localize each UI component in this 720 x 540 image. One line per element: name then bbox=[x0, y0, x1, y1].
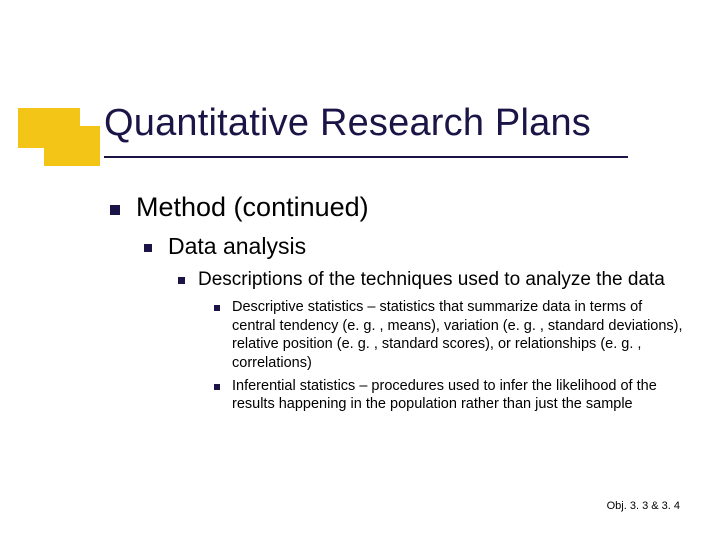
bullet-l4a-text: Descriptive statistics – statistics that… bbox=[232, 299, 683, 371]
title-row: Quantitative Research Plans bbox=[104, 102, 591, 145]
bullet-l1-text: Method (continued) bbox=[136, 192, 369, 222]
bullet-l4b-text: Inferential statistics – procedures used… bbox=[232, 378, 657, 413]
bullet-l4b: Inferential statistics – procedures used… bbox=[208, 377, 684, 414]
title-underline bbox=[104, 156, 628, 158]
accent-box-front bbox=[44, 126, 100, 166]
content-area: Method (continued) Data analysis Descrip… bbox=[104, 192, 684, 418]
square-bullet-icon bbox=[178, 277, 185, 284]
bullet-l4a: Descriptive statistics – statistics that… bbox=[208, 298, 684, 372]
bullet-l3: Descriptions of the techniques used to a… bbox=[172, 268, 684, 292]
bullet-l1: Method (continued) bbox=[104, 192, 684, 223]
square-bullet-icon bbox=[144, 244, 152, 252]
slide: Quantitative Research Plans Method (cont… bbox=[0, 0, 720, 540]
square-bullet-icon bbox=[214, 305, 220, 311]
bullet-l2-text: Data analysis bbox=[168, 233, 306, 259]
square-bullet-icon bbox=[214, 384, 220, 390]
bullet-l3-text: Descriptions of the techniques used to a… bbox=[198, 269, 665, 290]
bullet-l2: Data analysis bbox=[138, 233, 684, 260]
slide-title: Quantitative Research Plans bbox=[104, 102, 591, 145]
footer-objective: Obj. 3. 3 & 3. 4 bbox=[607, 500, 680, 512]
square-bullet-icon bbox=[110, 205, 120, 215]
